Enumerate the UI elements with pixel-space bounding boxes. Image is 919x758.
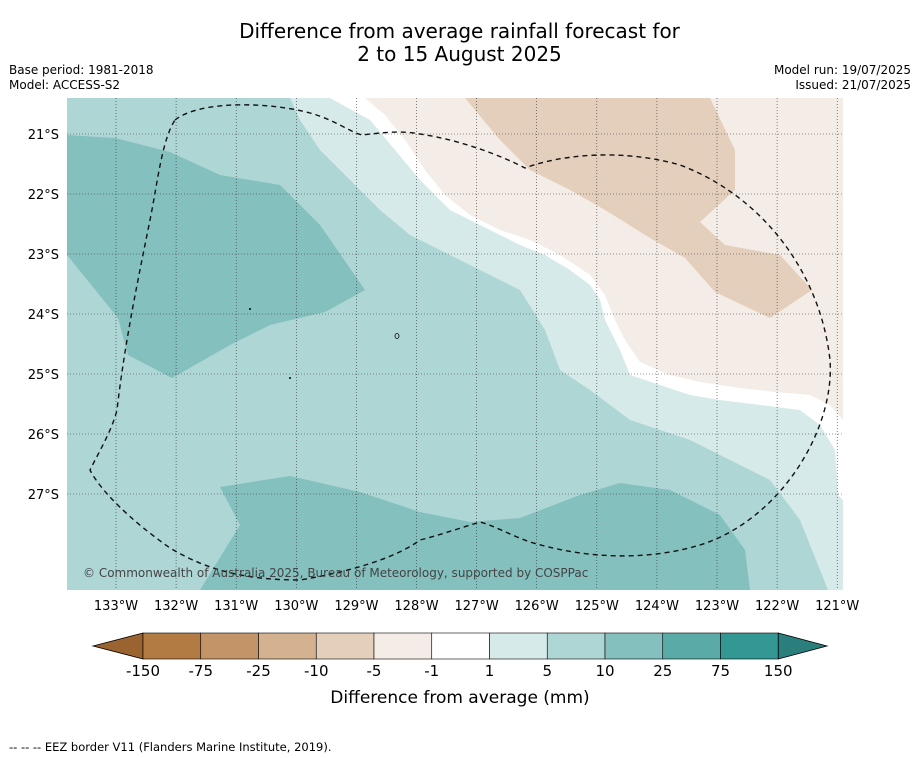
region-10-to-25-south: [200, 476, 750, 590]
longitude-label: 128°W: [394, 599, 438, 614]
colorbar-segment: [720, 632, 779, 660]
longitude-label: 121°W: [815, 599, 859, 614]
longitude-labels: 133°W 132°W 131°W 130°W 129°W 128°W 127°W 126°W…: [94, 599, 860, 614]
colorbar-tick-label: 150: [764, 662, 793, 680]
latitude-label: 23°S: [28, 248, 59, 263]
colorbar-tick-label: -150: [126, 662, 160, 680]
colorbar-segment: [200, 632, 259, 660]
colorbar-segment: [431, 632, 490, 660]
copyright-notice: © Commonwealth of Australia 2025, Bureau…: [83, 566, 588, 580]
chart-title-line1: Difference from average rainfall forecas…: [239, 19, 680, 43]
longitude-label: 130°W: [274, 599, 318, 614]
colorbar-segment: [546, 632, 606, 660]
longitude-label: 126°W: [515, 599, 559, 614]
colorbar-tick-label: -10: [304, 662, 329, 680]
colorbar-tick-label: 25: [653, 662, 672, 680]
longitude-label: 122°W: [755, 599, 799, 614]
longitude-label: 123°W: [695, 599, 739, 614]
colorbar-segment: [373, 632, 433, 660]
base-period: Base period: 1981-2018: [9, 63, 154, 77]
colorbar-tick-label: -5: [367, 662, 382, 680]
island-marker: [394, 333, 400, 339]
longitude-label: 124°W: [635, 599, 679, 614]
latitude-label: 24°S: [28, 308, 59, 323]
colorbar-segment: [315, 632, 375, 660]
eez-footnote: -- -- -- EEZ border V11 (Flanders Marine…: [9, 740, 332, 754]
colorbar-ticks: -150 -75 -25 -10 -5 -1 1 5 10 25 75 150: [126, 662, 793, 680]
colorbar-tick-label: 10: [595, 662, 614, 680]
region-1-to-5: [290, 98, 843, 590]
rainfall-map: [67, 98, 843, 590]
region-minus5-to-minus10: [465, 98, 812, 318]
longitude-label: 127°W: [455, 599, 499, 614]
map-gridlines: [67, 98, 843, 590]
latitude-labels: 21°S 22°S 23°S 24°S 25°S 26°S 27°S: [28, 128, 59, 503]
colorbar-segment: [662, 632, 721, 660]
longitude-label: 125°W: [575, 599, 619, 614]
latitude-label: 27°S: [28, 488, 59, 503]
colorbar-segment: [604, 632, 664, 660]
colorbar-tick-label: -25: [246, 662, 271, 680]
colorbar: [91, 632, 829, 660]
colorbar-tick-label: 75: [711, 662, 730, 680]
longitude-label: 132°W: [154, 599, 198, 614]
eez-border: [89, 104, 831, 581]
colorbar-segment: [489, 632, 548, 660]
latitude-label: 25°S: [28, 368, 59, 383]
chart-title-line2: 2 to 15 August 2025: [357, 42, 562, 66]
longitude-label: 133°W: [94, 599, 138, 614]
colorbar-segment: [142, 632, 202, 660]
colorbar-tick-label: -75: [189, 662, 214, 680]
model-name: Model: ACCESS-S2: [9, 78, 121, 92]
colorbar-extend-low: [91, 632, 144, 660]
island-marker: [289, 377, 291, 379]
colorbar-label: Difference from average (mm): [330, 688, 589, 708]
longitude-label: 129°W: [334, 599, 378, 614]
colorbar-tick-label: 5: [542, 662, 552, 680]
issued-date: Issued: 21/07/2025: [795, 78, 911, 92]
latitude-label: 21°S: [28, 128, 59, 143]
colorbar-segment: [258, 632, 317, 660]
colorbar-extend-high: [777, 632, 829, 660]
colorbar-tick-label: -1: [424, 662, 439, 680]
region-10-to-25-northwest: [67, 135, 365, 378]
colorbar-tick-label: 1: [485, 662, 495, 680]
longitude-label: 131°W: [214, 599, 258, 614]
island-marker: [249, 308, 251, 310]
latitude-label: 26°S: [28, 428, 59, 443]
model-run: Model run: 19/07/2025: [773, 63, 911, 77]
latitude-label: 22°S: [28, 188, 59, 203]
